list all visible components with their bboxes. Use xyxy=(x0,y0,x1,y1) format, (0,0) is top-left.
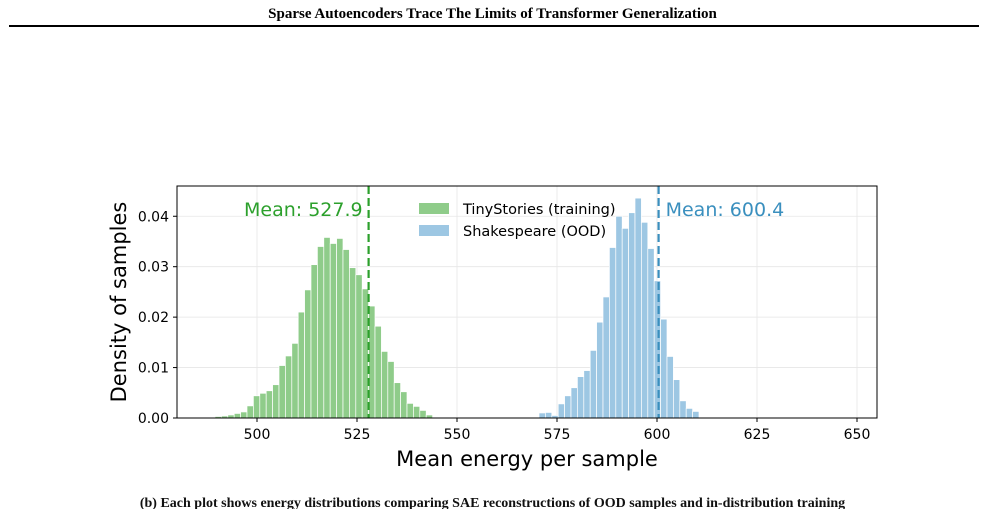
x-tick-label: 500 xyxy=(244,427,271,443)
train-bar xyxy=(259,392,267,419)
legend-swatch-ood xyxy=(419,225,449,236)
train-bar xyxy=(374,325,382,419)
train-bar xyxy=(246,405,254,419)
train-bar xyxy=(349,267,357,419)
ood-bar xyxy=(679,400,687,419)
train-bar xyxy=(272,384,280,419)
train-bar xyxy=(323,237,331,419)
x-tick-label: 600 xyxy=(644,427,671,443)
x-tick-label: 650 xyxy=(844,427,871,443)
ood-bar xyxy=(634,197,642,419)
ood-bar xyxy=(660,318,668,419)
ood-bar xyxy=(602,296,610,419)
train-bar xyxy=(387,361,395,419)
running-title: Sparse Autoencoders Trace The Limits of … xyxy=(268,6,717,22)
legend-label-ood: Shakespeare (OOD) xyxy=(463,224,606,240)
train-bar xyxy=(310,264,318,419)
x-axis-ticks: 500 525 550 575 600 625 650 xyxy=(244,418,871,443)
ood-bar xyxy=(577,376,585,419)
y-tick-label: 0.01 xyxy=(138,361,169,377)
ood-bar xyxy=(557,403,565,419)
train-bars xyxy=(214,237,433,419)
ood-bar xyxy=(621,228,629,419)
train-bar xyxy=(342,249,350,419)
ood-bar xyxy=(589,350,597,419)
train-bar xyxy=(381,351,389,419)
y-tick-label: 0.00 xyxy=(138,411,169,427)
figure-caption: (b) Each plot shows energy distributions… xyxy=(139,497,846,509)
x-tick-label: 525 xyxy=(344,427,371,443)
ood-bar xyxy=(666,356,674,419)
mean-lines xyxy=(367,186,660,418)
train-bar xyxy=(400,391,408,419)
x-axis-label: Mean energy per sample xyxy=(396,447,658,471)
ood-bar xyxy=(609,247,617,419)
ood-bar xyxy=(628,212,636,419)
y-axis-label: Density of samples xyxy=(107,202,131,403)
y-tick-label: 0.02 xyxy=(138,310,169,326)
train-bar xyxy=(285,355,293,419)
ood-bar xyxy=(583,370,591,419)
train-bar xyxy=(419,410,427,419)
y-tick-label: 0.03 xyxy=(138,260,169,276)
legend-label-train: TinyStories (training) xyxy=(462,202,616,218)
ood-bar xyxy=(615,215,623,419)
ood-bar xyxy=(570,387,578,419)
train-mean-label: Mean: 527.9 xyxy=(244,199,363,221)
train-bar xyxy=(240,411,248,419)
ood-bar xyxy=(685,408,693,419)
title-rule xyxy=(9,25,979,27)
train-bar xyxy=(233,413,241,419)
ood-bar xyxy=(647,248,655,419)
train-bar xyxy=(355,274,363,419)
ood-bar xyxy=(692,411,700,419)
train-bar xyxy=(278,365,286,419)
ood-bar xyxy=(538,412,546,419)
plot-frame xyxy=(176,185,878,419)
ood-bar xyxy=(673,379,681,419)
ood-bar xyxy=(596,321,604,419)
y-tick-label: 0.04 xyxy=(138,209,169,225)
train-bar xyxy=(265,390,273,419)
train-bar xyxy=(413,406,421,419)
ood-mean-label: Mean: 600.4 xyxy=(666,199,785,221)
x-tick-label: 575 xyxy=(544,427,571,443)
ood-bar xyxy=(545,412,553,419)
ood-bar xyxy=(564,395,572,419)
train-bar xyxy=(297,311,305,419)
x-tick-label: 550 xyxy=(444,427,471,443)
train-bar xyxy=(336,238,344,419)
train-bar xyxy=(253,395,261,419)
ood-bar xyxy=(641,221,649,419)
x-tick-label: 625 xyxy=(744,427,771,443)
train-bar xyxy=(304,289,312,419)
legend: TinyStories (training) Shakespeare (OOD) xyxy=(419,202,616,240)
train-bar xyxy=(291,343,299,419)
train-bar xyxy=(329,243,337,419)
y-axis-ticks: 0.00 0.01 0.02 0.03 0.04 xyxy=(138,209,177,427)
train-bar xyxy=(393,382,401,419)
train-bar xyxy=(406,403,414,419)
train-bar xyxy=(317,246,325,419)
legend-swatch-train xyxy=(419,203,449,214)
